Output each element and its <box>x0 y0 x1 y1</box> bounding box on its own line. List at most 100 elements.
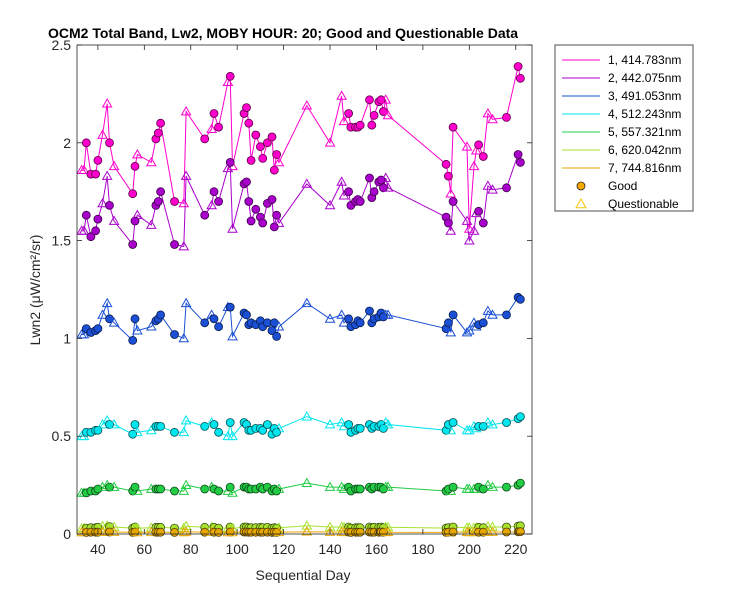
questionable-point <box>78 328 90 339</box>
questionable-point <box>273 321 285 331</box>
questionable-point <box>382 481 394 491</box>
questionable-point <box>482 180 494 190</box>
questionable-point <box>487 113 498 124</box>
questionable-point <box>273 483 285 493</box>
good-point <box>355 484 365 494</box>
questionable-point <box>145 156 157 167</box>
good-point <box>502 527 511 537</box>
good-point <box>516 73 525 83</box>
questionable-point <box>131 526 143 537</box>
legend-label: 5, 557.321nm <box>608 125 681 139</box>
x-tick-label: 60 <box>137 541 153 557</box>
good-point <box>365 95 374 105</box>
x-tick-label: 200 <box>458 541 482 557</box>
questionable-point <box>301 477 313 488</box>
questionable-point <box>78 225 90 235</box>
good-point <box>478 152 488 161</box>
questionable-point <box>131 325 143 335</box>
good-point <box>272 427 282 437</box>
good-point <box>170 197 179 206</box>
good-point <box>369 111 379 120</box>
good-point <box>128 240 138 249</box>
good-point <box>93 214 103 224</box>
questionable-point <box>108 317 120 327</box>
questionable-point <box>487 526 498 536</box>
y-axis-label: Lwn2 (μW/cm²/sr) <box>27 235 43 346</box>
good-point <box>365 306 374 316</box>
questionable-point <box>470 145 482 155</box>
x-tick-label: 140 <box>318 541 342 557</box>
good-point <box>474 140 484 150</box>
questionable-point <box>178 332 190 343</box>
good-point <box>344 109 354 118</box>
questionable-point <box>324 137 336 147</box>
questionable-point <box>222 162 234 173</box>
questionable-point <box>145 321 157 331</box>
legend-entry: Good <box>576 179 637 193</box>
questionable-point <box>382 418 394 429</box>
good-point <box>478 318 488 328</box>
good-point <box>91 169 100 179</box>
questionable-point <box>108 215 120 225</box>
good-point <box>130 420 140 429</box>
questionable-point <box>227 430 238 441</box>
questionable-point <box>227 526 238 537</box>
questionable-point <box>108 526 120 536</box>
good-point <box>128 335 138 345</box>
y-tick-label: 0 <box>63 526 71 542</box>
questionable-point <box>206 199 218 210</box>
good-point <box>225 302 235 312</box>
legend-entry: 2, 442.075nm <box>562 71 681 85</box>
series-3 <box>76 292 525 345</box>
good-point <box>344 314 354 324</box>
x-axis: 40 60 80 100 120 140 160 180 200 220 <box>90 45 528 557</box>
questionable-point <box>336 176 348 186</box>
questionable-point <box>461 327 473 337</box>
y-axis: 0 0.5 1 1.5 2 2.5 <box>52 37 532 542</box>
good-point <box>214 197 224 206</box>
good-point <box>478 421 488 431</box>
questionable-point <box>380 94 392 104</box>
y-tick-label: 2 <box>63 135 71 151</box>
questionable-point <box>206 123 218 133</box>
questionable-point <box>227 223 238 233</box>
good-point <box>170 240 179 249</box>
legend-entry: 1, 414.783nm <box>562 53 681 67</box>
x-tick-label: 180 <box>411 541 435 557</box>
good-point <box>516 157 525 167</box>
questionable-point <box>178 426 190 437</box>
good-point <box>225 157 235 167</box>
questionable-point <box>273 526 285 537</box>
good-point <box>214 322 224 332</box>
legend-entry: 4, 512.243nm <box>562 107 681 121</box>
x-tick-label: 80 <box>183 541 199 557</box>
good-point <box>502 113 511 122</box>
good-point <box>251 130 261 140</box>
legend-entry: 5, 557.321nm <box>562 125 681 139</box>
legend-label: 3, 491.053nm <box>608 89 681 103</box>
good-point <box>200 484 210 494</box>
questionable-point <box>487 309 498 319</box>
questionable-point <box>324 526 336 536</box>
legend-label: 2, 442.075nm <box>608 71 681 85</box>
questionable-point <box>101 98 113 108</box>
good-point <box>272 210 282 220</box>
legend-label: 4, 512.243nm <box>608 107 681 121</box>
legend-label: Questionable <box>608 197 679 211</box>
good-point <box>242 103 251 112</box>
good-point <box>258 425 268 435</box>
good-point <box>214 122 224 132</box>
good-point <box>156 118 166 128</box>
questionable-point <box>338 115 350 126</box>
questionable-point <box>324 481 336 491</box>
good-point <box>156 310 166 320</box>
legend-label: 6, 620.042nm <box>608 143 681 157</box>
questionable-point <box>482 305 494 315</box>
good-point <box>242 177 251 187</box>
legend-entry: 7, 744.816nm <box>562 161 681 175</box>
good-point <box>105 200 114 210</box>
good-point <box>516 412 525 422</box>
questionable-point <box>382 182 394 192</box>
good-point <box>344 187 354 197</box>
questionable-point <box>101 170 113 180</box>
